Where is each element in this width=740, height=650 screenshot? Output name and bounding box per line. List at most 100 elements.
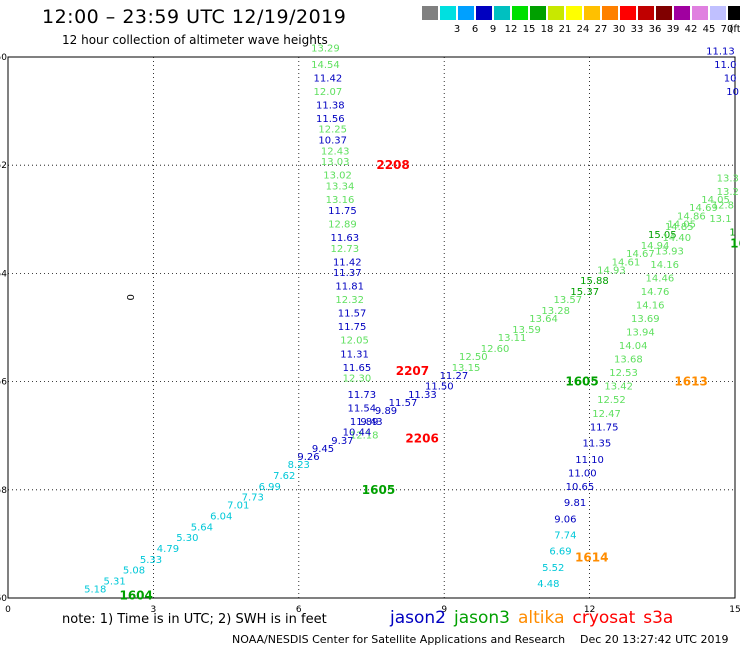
wave-height-value: 11.27 bbox=[440, 371, 469, 382]
wave-height-value: 13.3 bbox=[717, 173, 739, 184]
wave-height-value: 10.44 bbox=[343, 428, 372, 439]
wave-height-value: 11.57 bbox=[389, 398, 418, 409]
wave-height-value: 12.73 bbox=[331, 244, 360, 255]
wave-height-value: 13.29 bbox=[311, 44, 340, 55]
y-tick-label: -60 bbox=[0, 594, 7, 604]
wave-height-value: 14.85 bbox=[665, 222, 694, 233]
wave-height-value: 5.31 bbox=[103, 576, 125, 587]
wave-height-value: 12.50 bbox=[459, 352, 488, 363]
legend-swatch bbox=[476, 6, 492, 20]
x-tick-label: 9 bbox=[441, 605, 447, 615]
wave-height-value: 11.63 bbox=[331, 233, 360, 244]
wave-height-value: 14.76 bbox=[641, 287, 670, 298]
wave-height-value: 10 bbox=[724, 73, 737, 84]
wave-height-value: 11.75 bbox=[328, 206, 357, 217]
wave-height-value: 9.06 bbox=[554, 514, 576, 525]
wave-height-value: 11.57 bbox=[338, 309, 367, 320]
wave-height-value: 11.35 bbox=[583, 439, 612, 450]
wave-height-value: 9.81 bbox=[564, 498, 586, 509]
legend-swatch bbox=[710, 6, 726, 20]
legend-swatch bbox=[620, 6, 636, 20]
map-subtitle: 12 hour collection of altimeter wave hei… bbox=[62, 33, 328, 47]
wave-height-value: 13.42 bbox=[604, 382, 633, 393]
wave-height-value: 12.47 bbox=[592, 409, 621, 420]
wave-height-value: 14.46 bbox=[646, 274, 675, 285]
wave-height-value: 11.31 bbox=[340, 349, 369, 360]
x-tick-label: 15 bbox=[729, 605, 740, 615]
satellite-altika: altika bbox=[518, 608, 565, 628]
satellite-jason3: jason3 bbox=[454, 608, 510, 628]
wave-height-value: 6.69 bbox=[549, 547, 571, 558]
legend-swatch bbox=[494, 6, 510, 20]
legend-label: 33 bbox=[630, 24, 644, 35]
wave-height-value: 11.10 bbox=[575, 455, 604, 466]
satellite-cryosat: cryosat bbox=[572, 608, 636, 628]
wave-height-value: 13.11 bbox=[498, 333, 527, 344]
wave-height-value: 11.37 bbox=[333, 268, 362, 279]
wave-height-value: 12.07 bbox=[314, 87, 343, 98]
wave-height-value: 10 bbox=[726, 87, 739, 98]
pass-number-label: 1613 bbox=[674, 375, 707, 389]
legend-unit: (ft) bbox=[729, 24, 740, 35]
wave-height-value: 10.65 bbox=[566, 482, 595, 493]
legend-swatch bbox=[440, 6, 456, 20]
pass-number-label: 1605 bbox=[362, 483, 395, 497]
legend-label: 30 bbox=[612, 24, 626, 35]
legend-swatch bbox=[422, 6, 438, 20]
wave-height-value: 5.30 bbox=[176, 533, 198, 544]
wave-height-value: 15.37 bbox=[570, 287, 599, 298]
wave-height-value: 9.45 bbox=[312, 444, 334, 455]
map-title: 12:00 – 23:59 UTC 12/19/2019 bbox=[42, 6, 347, 28]
timestamp: Dec 20 13:27:42 UTC 2019 bbox=[580, 633, 729, 646]
wave-height-value: 6.04 bbox=[210, 512, 232, 523]
legend-label: 6 bbox=[471, 24, 479, 35]
credit-text: NOAA/NESDIS Center for Satellite Applica… bbox=[232, 633, 566, 646]
wave-height-value: 13.69 bbox=[631, 314, 660, 325]
wave-height-value: 9.43 bbox=[360, 417, 382, 428]
track-pass-c-right: 4.48 5.52 6.69 7.74 9.06 9.81 10.65 11.00 11.10 1… bbox=[537, 219, 696, 590]
wave-height-value: 4.48 bbox=[537, 579, 559, 590]
wave-height-value: 11.65 bbox=[343, 363, 372, 374]
legend-swatch bbox=[566, 6, 582, 20]
wave-height-value: 14.94 bbox=[641, 241, 670, 252]
legend-label: 70 bbox=[720, 24, 734, 35]
wave-height-value: 12.05 bbox=[340, 336, 369, 347]
wave-height-value: 14.40 bbox=[663, 233, 692, 244]
note-text: note: 1) Time is in UTC; 2) SWH is in fe… bbox=[62, 612, 327, 627]
legend-label: 39 bbox=[666, 24, 680, 35]
pass-number-label: 1604 bbox=[119, 588, 152, 602]
wave-height-value: 5.18 bbox=[84, 585, 106, 596]
wave-height-value: 11.75 bbox=[590, 422, 619, 433]
legend-label: 36 bbox=[648, 24, 662, 35]
legend-label: 27 bbox=[594, 24, 608, 35]
wave-height-value: 13.59 bbox=[512, 325, 541, 336]
wave-height-value: 13.02 bbox=[323, 171, 352, 182]
wave-height-value: 14.69 bbox=[689, 203, 718, 214]
wave-height-value: 11.89 bbox=[350, 417, 379, 428]
pass-number-label: 2206 bbox=[405, 431, 438, 445]
legend-swatch bbox=[728, 6, 740, 20]
pass-number-label: 1605 bbox=[565, 375, 598, 389]
wave-height-value: 12.18 bbox=[350, 430, 379, 441]
track-pass-a-descending: 13.29 14.54 11.42 12.07 11.38 11.5612.2510.37… bbox=[311, 44, 378, 442]
legend-swatch bbox=[674, 6, 690, 20]
wave-height-value: 12.32 bbox=[335, 295, 364, 306]
wave-height-value: 13.2 bbox=[717, 187, 739, 198]
wave-height-value: 11.73 bbox=[347, 390, 376, 401]
wave-height-value: 13.68 bbox=[614, 355, 643, 366]
legend-swatch bbox=[458, 6, 474, 20]
wave-height-value: 12.60 bbox=[481, 344, 510, 355]
legend-swatch bbox=[584, 6, 600, 20]
legend-label: 24 bbox=[576, 24, 590, 35]
wave-height-value: 10.37 bbox=[318, 136, 347, 147]
wave-height-value: 14.93 bbox=[597, 265, 626, 276]
wave-height-value: 14.54 bbox=[311, 60, 340, 71]
wave-height-value: 12.25 bbox=[318, 125, 347, 136]
legend-label: 42 bbox=[684, 24, 698, 35]
wave-height-value: 5.08 bbox=[123, 566, 145, 577]
wave-height-value: 11.38 bbox=[316, 100, 345, 111]
wave-height-value: 12.89 bbox=[328, 219, 357, 230]
wave-height-value: 11.13 bbox=[706, 46, 735, 57]
wave-height-value: 5.64 bbox=[191, 522, 213, 533]
